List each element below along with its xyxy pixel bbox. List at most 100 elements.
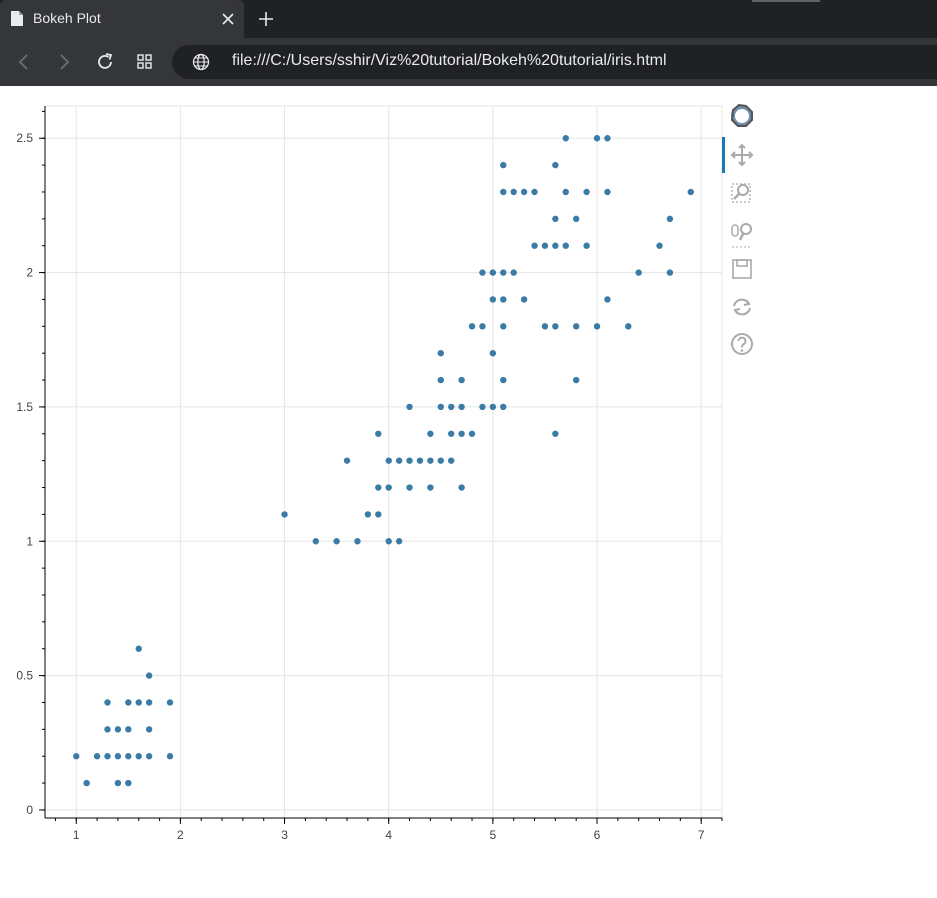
- scatter-point: [468, 430, 476, 437]
- scatter-point: [604, 188, 611, 196]
- scatter-point: [406, 457, 413, 464]
- x-tick-label: 6: [594, 828, 601, 842]
- scatter-point: [104, 753, 111, 760]
- x-axis-ticks: 1 2 3 4 5 6 7: [54, 818, 723, 842]
- scatter-point: [135, 699, 142, 706]
- plot-frame: [44, 105, 723, 819]
- address-bar[interactable]: file:///C:/Users/sshir/Viz%20tutorial/Bo…: [172, 45, 937, 79]
- scatter-point: [375, 511, 382, 518]
- reload-icon[interactable]: [93, 50, 117, 74]
- y-axis-ticks: 0 0.5 1 1.5 2 2.5: [16, 110, 45, 817]
- tab-strip: Bokeh Plot: [0, 0, 937, 38]
- scatter-point: [395, 457, 403, 464]
- save-icon[interactable]: [732, 259, 752, 279]
- scatter-point: [145, 726, 153, 733]
- scatter-point: [145, 753, 153, 760]
- scatter-point: [364, 511, 372, 518]
- help-icon[interactable]: [731, 333, 753, 355]
- scatter-point: [520, 296, 528, 303]
- scatter-point: [343, 457, 351, 464]
- tab-strip-line: [752, 0, 820, 2]
- scatter-point: [500, 269, 507, 276]
- back-icon[interactable]: [12, 50, 36, 74]
- scatter-point: [458, 376, 465, 384]
- reset-icon[interactable]: [733, 298, 751, 316]
- scatter-point: [448, 457, 455, 464]
- close-icon[interactable]: [218, 9, 238, 29]
- scatter-point: [510, 188, 517, 196]
- scatter-point: [385, 538, 392, 545]
- x-tick-label: 3: [281, 828, 288, 842]
- scatter-point: [427, 484, 434, 491]
- scatter-point: [135, 753, 142, 760]
- tab-bokeh-plot[interactable]: Bokeh Plot: [0, 0, 244, 38]
- scatter-point: [83, 779, 90, 787]
- scatter-point: [125, 699, 132, 706]
- scatter-point: [427, 457, 434, 464]
- scatter-point: [656, 242, 663, 249]
- scatter-point: [479, 323, 486, 330]
- scatter-point: [583, 188, 590, 196]
- scatter-point: [552, 215, 559, 223]
- scatter-point: [395, 538, 403, 545]
- scatter-point: [375, 484, 382, 491]
- scatter-point: [281, 511, 288, 518]
- y-tick-label: 2.5: [16, 131, 33, 145]
- scatter-point: [562, 135, 569, 142]
- scatter-point: [500, 161, 507, 169]
- box-zoom-icon[interactable]: [731, 183, 751, 203]
- scatter-point: [354, 538, 361, 545]
- scatter-point: [427, 430, 434, 437]
- scatter-point: [500, 296, 507, 303]
- scatter-point: [125, 753, 132, 760]
- x-tick-label: 2: [177, 828, 184, 842]
- bokeh-plot[interactable]: 1 2 3 4 5 6 7 0 0.5 1 1.5 2 2.5: [0, 86, 937, 898]
- scatter-point: [635, 269, 642, 276]
- scatter-point: [666, 215, 674, 223]
- bokeh-logo-icon[interactable]: [730, 103, 753, 127]
- y-tick-label: 0.5: [16, 669, 33, 683]
- scatter-point: [562, 188, 569, 196]
- scatter-point: [552, 323, 559, 330]
- x-tick-label: 7: [698, 828, 705, 842]
- scatter-point: [541, 242, 549, 249]
- scatter-point: [687, 188, 694, 196]
- scatter-point: [500, 323, 507, 330]
- scatter-point: [437, 349, 444, 357]
- scatter-point: [406, 403, 413, 411]
- scatter-point: [552, 430, 559, 437]
- active-tool-indicator: [722, 137, 725, 173]
- scatter-point: [73, 753, 80, 760]
- scatter-point: [114, 726, 122, 733]
- pan-icon[interactable]: [730, 143, 754, 167]
- url-text[interactable]: file:///C:/Users/sshir/Viz%20tutorial/Bo…: [232, 52, 667, 69]
- scatter-point: [489, 349, 497, 357]
- scatter-point: [510, 269, 517, 276]
- scatter-point: [114, 779, 122, 787]
- scatter-point: [520, 188, 528, 196]
- scatter-points: [73, 135, 694, 787]
- scatter-point: [583, 242, 590, 249]
- scatter-point: [385, 457, 392, 464]
- scatter-point: [437, 376, 444, 384]
- scatter-point: [572, 323, 580, 330]
- scatter-point: [541, 323, 549, 330]
- scatter-point: [572, 376, 580, 384]
- x-tick-label: 4: [385, 828, 392, 842]
- globe-icon: [192, 53, 210, 71]
- wheel-zoom-icon[interactable]: [731, 223, 752, 248]
- scatter-point: [437, 403, 444, 411]
- scatter-point: [468, 323, 476, 330]
- y-tick-label: 2: [26, 266, 33, 280]
- plus-icon[interactable]: [254, 7, 278, 31]
- scatter-point: [114, 753, 122, 760]
- scatter-point: [604, 135, 611, 142]
- scatter-point: [489, 269, 497, 276]
- tab-title: Bokeh Plot: [33, 10, 101, 26]
- apps-icon[interactable]: [133, 50, 157, 74]
- y-tick-label: 0: [26, 803, 33, 817]
- scatter-point: [666, 269, 674, 276]
- scatter-point: [406, 484, 413, 491]
- scatter-point: [375, 430, 382, 437]
- forward-icon[interactable]: [52, 50, 76, 74]
